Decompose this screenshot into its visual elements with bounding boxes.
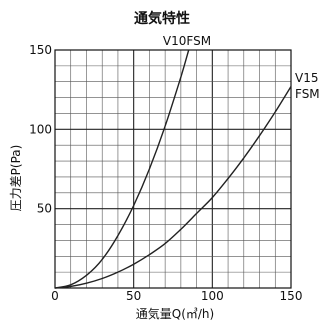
y-tick-label: 100: [29, 122, 52, 136]
x-tick-label: 0: [51, 289, 59, 303]
y-axis-label: 圧力差P(Pa): [9, 145, 23, 212]
chart-title: 通気特性: [134, 10, 190, 27]
series-layer: [54, 49, 292, 289]
grid-lines: [55, 50, 291, 288]
tick-labels: 0 50 100 150 50 100 150: [29, 43, 302, 303]
series-label-v15fsm: FSM: [295, 87, 320, 101]
y-tick-label: 150: [29, 43, 52, 57]
x-tick-label: 50: [126, 289, 141, 303]
series-label-v10fsm: V10FSM: [163, 34, 211, 48]
series-line-v15fsm: [54, 86, 292, 289]
x-tick-label: 100: [201, 289, 224, 303]
series-line-v10fsm: [54, 49, 190, 289]
series-label-v15fsm: V15: [295, 71, 318, 85]
plot-frame: [54, 49, 292, 289]
series-labels: V10FSM V15 FSM: [163, 34, 320, 101]
x-tick-label: 150: [280, 289, 303, 303]
y-tick-label: 50: [37, 202, 52, 216]
x-axis-label: 通気量Q(㎥/h): [136, 306, 214, 321]
